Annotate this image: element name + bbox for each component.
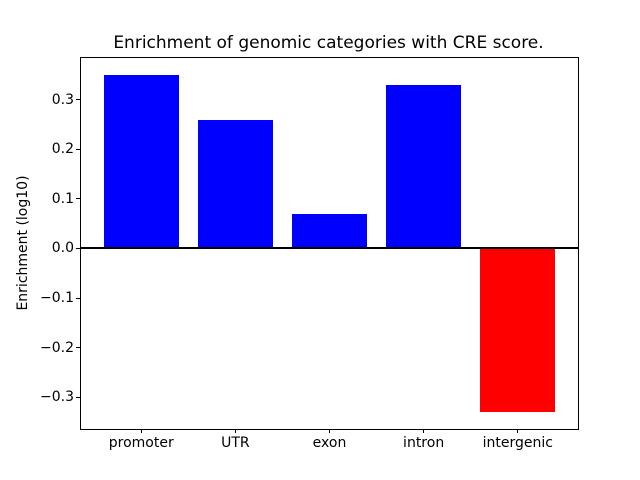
x-tick-label-promoter: promoter [108, 435, 174, 451]
y-axis-label: Enrichment (log10) [15, 175, 31, 311]
y-tick-label: 0.2 [51, 141, 74, 158]
y-tick-label: −0.3 [40, 389, 74, 406]
y-tick-label: 0.0 [51, 240, 74, 257]
bar-promoter [103, 74, 179, 249]
plot-area: 0.3 0.2 0.1 0.0 −0.1 −0.2 −0.3 promoter UTR exon i… [40, 57, 579, 450]
bar-intergenic [480, 248, 556, 413]
x-tick-mark [140, 429, 142, 433]
y-tick-mark [76, 247, 81, 249]
y-tick-mark [76, 148, 81, 150]
x-tick-mark [423, 429, 425, 433]
zero-line [81, 247, 578, 250]
bar-exon [291, 213, 368, 249]
y-tick-mark [76, 198, 81, 200]
x-tick-label-UTR: UTR [221, 435, 250, 451]
bar-UTR [197, 119, 274, 249]
y-tick-label: 0.1 [51, 190, 74, 207]
x-tick-label-intergenic: intergenic [482, 435, 553, 451]
x-tick-label-exon: exon [312, 435, 347, 451]
y-tick-mark [76, 99, 81, 101]
y-tick-label: −0.2 [40, 339, 74, 356]
x-tick-mark [329, 429, 330, 433]
x-tick-mark [517, 429, 519, 433]
y-tick-mark [76, 297, 81, 299]
x-tick-mark [234, 429, 236, 433]
x-tick-label-intron: intron [403, 435, 445, 451]
y-tick-label: 0.3 [51, 91, 74, 108]
y-tick-mark [76, 347, 81, 349]
y-tick-mark [76, 396, 81, 398]
chart-title: Enrichment of genomic categories with CR… [113, 33, 544, 53]
bar-intron [385, 84, 462, 249]
y-tick-label: −0.1 [40, 290, 74, 307]
